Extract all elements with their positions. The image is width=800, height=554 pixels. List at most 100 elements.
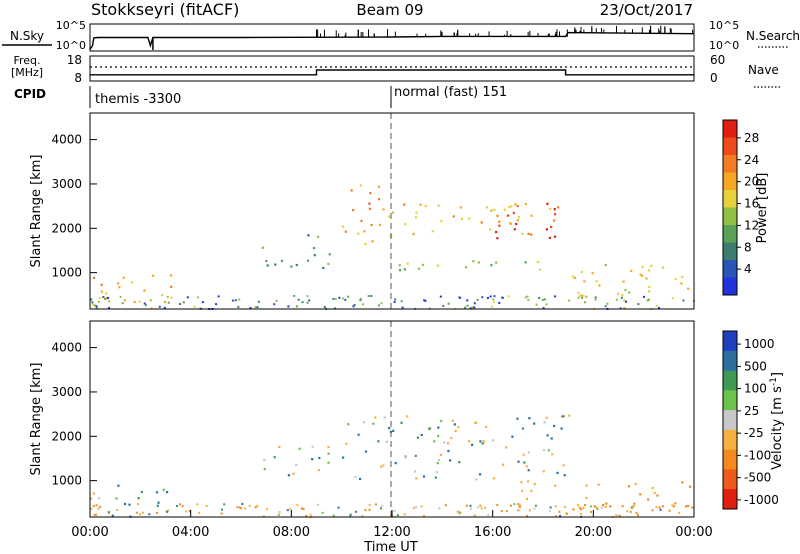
heatmap-cell <box>370 223 373 227</box>
heatmap-cell <box>490 264 493 267</box>
heatmap-cell <box>400 421 403 424</box>
heatmap-cell <box>278 445 281 449</box>
heatmap-cell <box>559 514 562 517</box>
heatmap-cell <box>647 269 651 272</box>
heatmap-cell <box>602 504 605 507</box>
heatmap-cell <box>412 507 415 510</box>
heatmap-cell <box>382 208 385 211</box>
heatmap-cell <box>371 240 374 243</box>
heatmap-cell <box>528 509 531 512</box>
noise-right-label: N.Search <box>746 29 800 43</box>
heatmap-cell <box>507 214 510 217</box>
heatmap-cell <box>542 470 545 473</box>
heatmap-cell <box>415 477 418 480</box>
heatmap-cell <box>201 301 204 304</box>
heatmap-cell <box>469 504 472 507</box>
heatmap-cell <box>527 232 530 235</box>
heatmap-cell <box>468 440 471 443</box>
heatmap-cell <box>597 483 600 486</box>
noise-panel-frame <box>89 23 695 52</box>
heatmap-cell <box>102 296 105 298</box>
heatmap-cell <box>440 419 443 423</box>
heatmap-cell <box>542 306 545 309</box>
heatmap-cell <box>501 463 505 466</box>
colorbar-tick-label: 24 <box>744 153 759 167</box>
heatmap-cell <box>318 456 321 460</box>
heatmap-cell <box>241 503 244 505</box>
heatmap-cell <box>342 456 345 459</box>
heatmap-cell <box>150 307 153 310</box>
colorbar-swatch <box>723 489 737 510</box>
freq-label-line2: [MHz] <box>11 66 43 79</box>
velocity-heatmap-cells <box>90 414 694 519</box>
heatmap-cell <box>119 295 122 298</box>
heatmap-cell <box>511 435 514 438</box>
heatmap-cell <box>404 456 407 459</box>
heatmap-cell <box>215 303 218 306</box>
heatmap-cell <box>388 427 391 430</box>
heatmap-cell <box>434 476 437 479</box>
heatmap-cell <box>406 415 409 418</box>
heatmap-cell <box>620 296 623 299</box>
heatmap-cell <box>297 298 300 301</box>
heatmap-cell <box>464 306 466 309</box>
heatmap-cell <box>674 502 677 505</box>
heatmap-cell <box>623 307 626 310</box>
heatmap-cell <box>90 298 93 301</box>
heatmap-cell <box>563 505 566 508</box>
heatmap-cell <box>293 294 296 297</box>
heatmap-cell <box>278 511 281 514</box>
heatmap-cell <box>95 306 98 309</box>
heatmap-cell <box>307 234 310 237</box>
heatmap-cell <box>687 287 690 290</box>
heatmap-cell <box>421 263 425 266</box>
heatmap-cell <box>379 223 382 226</box>
heatmap-cell <box>440 220 443 223</box>
heatmap-cell <box>581 296 584 299</box>
heatmap-cell <box>289 507 292 510</box>
heatmap-cell <box>484 506 487 509</box>
heatmap-cell <box>97 300 100 303</box>
heatmap-cell <box>415 506 417 509</box>
heatmap-cell <box>546 434 549 437</box>
heatmap-cell <box>148 513 151 516</box>
heatmap-cell <box>595 506 598 509</box>
heatmap-cell <box>530 489 533 492</box>
heatmap-cell <box>510 205 513 208</box>
heatmap-cell <box>501 296 504 299</box>
heatmap-cell <box>526 295 529 298</box>
heatmap-cell <box>525 465 528 468</box>
heatmap-cell <box>489 228 492 231</box>
time-tick-label: 00:00 <box>675 525 712 540</box>
heatmap-cell <box>492 300 495 303</box>
heatmap-cell <box>639 273 642 276</box>
heatmap-cell <box>604 505 607 509</box>
heatmap-cell <box>141 511 144 514</box>
heatmap-cell <box>495 231 498 234</box>
cpid-mode-1: normal (fast) 151 <box>394 85 507 100</box>
heatmap-cell <box>580 512 582 515</box>
heatmap-cell <box>95 504 98 507</box>
heatmap-cell <box>685 505 687 508</box>
heatmap-cell <box>382 464 385 467</box>
heatmap-cell <box>477 261 480 264</box>
heatmap-cell <box>594 298 597 301</box>
freq-right-tick-top: 60 <box>710 53 725 67</box>
heatmap-cell <box>521 427 524 430</box>
heatmap-cell <box>577 291 580 294</box>
heatmap-cell <box>265 260 268 263</box>
heatmap-cell <box>466 304 469 307</box>
heatmap-cell <box>412 233 415 236</box>
heatmap-cell <box>309 513 312 516</box>
heatmap-cell <box>678 511 681 514</box>
power-panel: 1000 2000 3000 4000 Slant Range [km] <box>29 112 695 310</box>
heatmap-cell <box>364 509 367 512</box>
colorbar-swatch <box>723 242 737 261</box>
heatmap-cell <box>554 484 557 487</box>
heatmap-cell <box>630 269 633 272</box>
heatmap-cell <box>244 507 247 510</box>
heatmap-cell <box>681 481 684 484</box>
heatmap-cell <box>632 505 635 508</box>
heatmap-cell <box>682 299 685 302</box>
